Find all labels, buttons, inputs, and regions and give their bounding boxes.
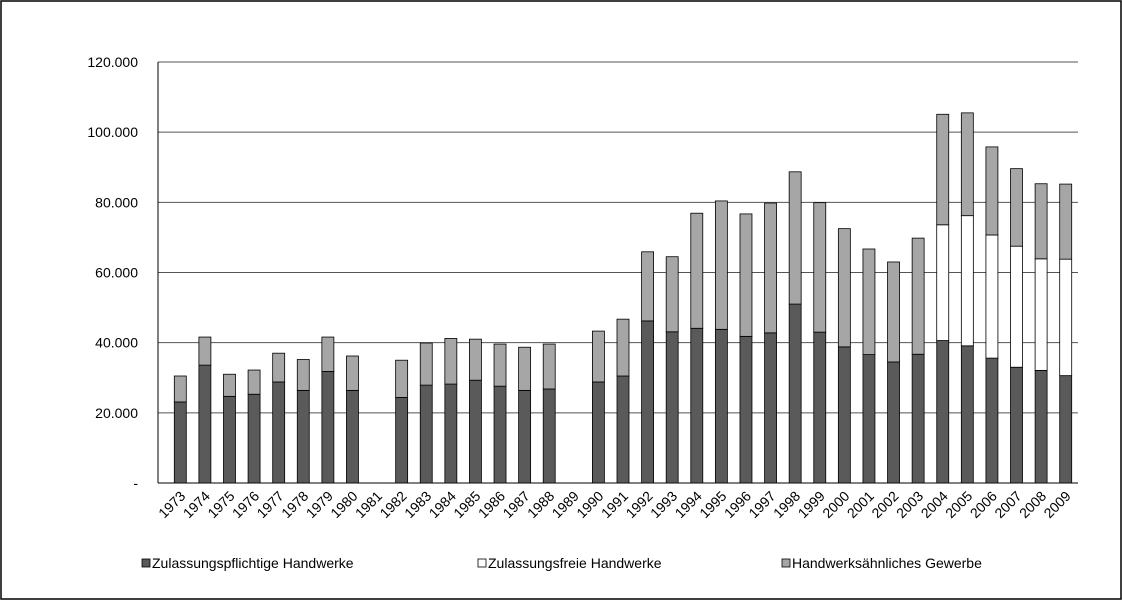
bar-segment [862, 354, 876, 484]
bar-segment [985, 234, 999, 359]
bar-segment [665, 331, 679, 484]
bar-segment [1059, 375, 1073, 484]
legend-marker [141, 558, 151, 568]
bar-segment [641, 251, 654, 322]
bar-segment [764, 202, 777, 334]
legend-marker [781, 558, 791, 568]
bar-segment [985, 146, 999, 236]
bar-segment [542, 343, 556, 390]
legend-label: Handwerksähnliches Gewerbe [792, 555, 982, 571]
bar-segment [690, 212, 704, 329]
bar-segment [198, 364, 212, 484]
legend-marker [477, 558, 487, 568]
bar-segment [960, 345, 974, 484]
bar-segment [321, 371, 335, 484]
bar-segment [1010, 366, 1023, 484]
bar-segment [714, 328, 728, 484]
bar-segment [985, 357, 999, 484]
bar-segment [911, 353, 925, 484]
y-tick-label: 20.000 [95, 405, 138, 421]
bar-segment [346, 389, 359, 484]
bar-segment [764, 332, 777, 484]
bar-segment [493, 343, 507, 387]
bar-segment [788, 171, 802, 305]
bar-segment [272, 352, 286, 383]
bar-segment [469, 338, 482, 381]
y-tick-label: 80.000 [95, 194, 138, 210]
bar-segment [936, 113, 950, 226]
bar-segment [296, 389, 310, 484]
bar-segment [960, 215, 974, 347]
bar-segment [960, 112, 974, 217]
bar-segment [862, 248, 876, 355]
bar-segment [542, 388, 556, 484]
bar-segment [936, 224, 950, 341]
bar-segment [223, 395, 236, 484]
bar-segment [887, 361, 900, 484]
legend-label: Zulassungspflichtige Handwerke [152, 555, 354, 571]
bar-segment [1059, 183, 1073, 260]
bar-segment [346, 355, 359, 391]
bar-segment [173, 375, 187, 403]
bar-segment [518, 389, 532, 484]
bar-segment [1034, 369, 1048, 484]
bar-segment [813, 202, 827, 333]
bar-segment [493, 385, 507, 484]
bar-segment [518, 346, 532, 391]
bar-segment [1059, 258, 1073, 377]
bar-segment [173, 401, 187, 484]
bar-segment [272, 381, 286, 484]
bar-segment [616, 318, 630, 377]
bar-segment [616, 375, 630, 484]
bar-segment [247, 393, 261, 484]
bar-segment [665, 256, 679, 333]
bar-segment [444, 338, 458, 385]
bar-segment [1034, 258, 1048, 371]
y-tick-label: 60.000 [95, 265, 138, 281]
bar-segment [837, 228, 851, 348]
bar-segment [395, 359, 409, 398]
bar-segment [887, 261, 900, 363]
bar-segment [813, 331, 827, 484]
bar-segment [223, 373, 236, 397]
bar-segment [1010, 245, 1023, 368]
bar-segment [739, 335, 753, 484]
bar-segment [247, 369, 261, 395]
y-tick-label: - [133, 475, 138, 491]
bar-segment [592, 381, 605, 484]
legend-label: Zulassungsfreie Handwerke [488, 555, 662, 571]
bar-segment [1034, 183, 1048, 260]
bar-segment [444, 383, 458, 484]
bar-segment [911, 237, 925, 355]
bar-segment [321, 336, 335, 372]
bar-segment [714, 200, 728, 330]
y-tick-label: 120.000 [87, 54, 138, 70]
bar-segment [739, 213, 753, 337]
bar-segment [837, 346, 851, 484]
bar-segment [1010, 168, 1023, 247]
bar-segment [395, 396, 409, 484]
bar-segment [788, 303, 802, 484]
bar-segment [936, 340, 950, 484]
bar-segment [419, 384, 433, 484]
bar-segment [198, 336, 212, 366]
y-tick-label: 100.000 [87, 124, 138, 140]
y-tick-label: 40.000 [95, 335, 138, 351]
bar-segment [641, 320, 654, 484]
bar-segment [469, 379, 482, 484]
bar-segment [690, 327, 704, 484]
bar-segment [592, 330, 605, 383]
bar-segment [419, 342, 433, 386]
bar-segment [296, 359, 310, 391]
